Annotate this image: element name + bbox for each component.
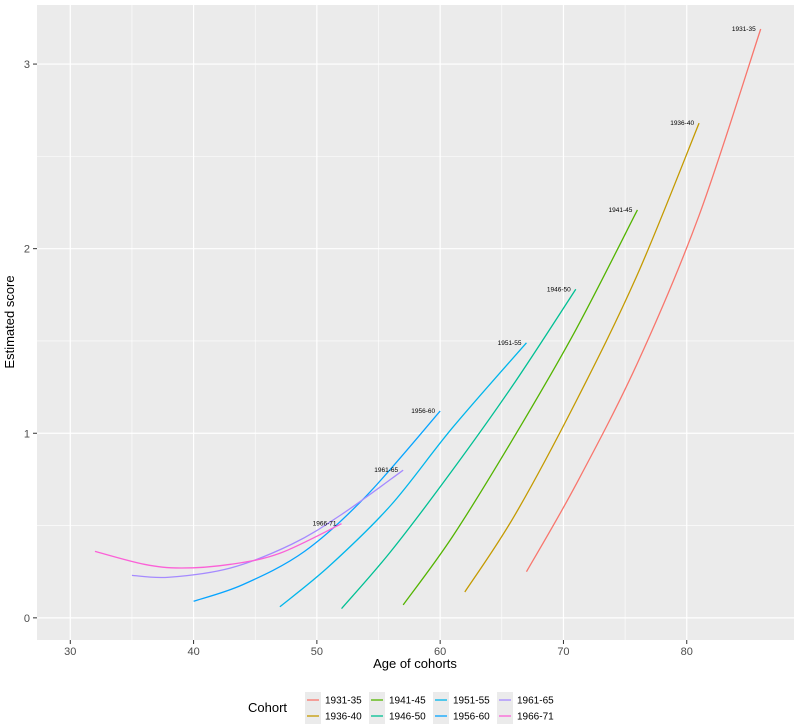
x-tick-label: 40 <box>187 646 199 658</box>
x-axis-ticks: 30 40 50 60 70 80 <box>64 640 693 658</box>
legend: Cohort 1931-35 1936-40 1941-45 1946-50 1951-… <box>248 692 554 724</box>
y-tick-label: 2 <box>24 244 30 256</box>
y-tick-label: 0 <box>24 613 30 625</box>
y-axis-ticks: 0 1 2 3 <box>24 59 37 625</box>
legend-label-1931-35: 1931-35 <box>325 696 362 707</box>
series-line-1941-45 <box>402 209 638 606</box>
y-axis-title: Estimated score <box>2 275 17 368</box>
legend-title: Cohort <box>248 700 287 715</box>
series-line-1966-71 <box>94 523 342 569</box>
series-line-1936-40 <box>464 122 700 593</box>
end-label-1946-50: 1946-50 <box>547 286 571 293</box>
legend-label-1941-45: 1941-45 <box>389 696 426 707</box>
x-tick-label: 70 <box>557 646 569 658</box>
y-tick-label: 3 <box>24 59 30 71</box>
legend-label-1961-65: 1961-65 <box>517 696 554 707</box>
x-tick-label: 30 <box>64 646 76 658</box>
major-gridlines <box>37 5 794 640</box>
legend-label-1936-40: 1936-40 <box>325 712 362 723</box>
series-line-1951-55 <box>279 342 527 608</box>
y-tick-label: 1 <box>24 428 30 440</box>
x-axis-title: Age of cohorts <box>373 656 457 671</box>
series-line-1961-65 <box>131 469 404 579</box>
minor-gridlines <box>37 5 794 640</box>
plot-panel <box>37 5 794 640</box>
series-line-1931-35 <box>525 28 762 573</box>
end-label-1956-60: 1956-60 <box>411 408 435 415</box>
series-end-labels: 1931-35 1936-40 1941-45 1946-50 1951-55 1956-… <box>313 26 756 528</box>
series-line-1946-50 <box>341 288 577 610</box>
series-lines <box>94 28 762 610</box>
legend-label-1946-50: 1946-50 <box>389 712 426 723</box>
end-label-1941-45: 1941-45 <box>609 207 633 214</box>
x-tick-label: 50 <box>311 646 323 658</box>
end-label-1931-35: 1931-35 <box>732 26 756 33</box>
legend-label-1951-55: 1951-55 <box>453 696 490 707</box>
end-label-1951-55: 1951-55 <box>498 340 522 347</box>
x-tick-label: 80 <box>681 646 693 658</box>
legend-label-1956-60: 1956-60 <box>453 712 490 723</box>
end-label-1966-71: 1966-71 <box>313 521 337 528</box>
legend-label-1966-71: 1966-71 <box>517 712 554 723</box>
x-tick-label: 60 <box>434 646 446 658</box>
series-line-1956-60 <box>193 410 441 602</box>
end-label-1961-65: 1961-65 <box>374 467 398 474</box>
end-label-1936-40: 1936-40 <box>670 120 694 127</box>
